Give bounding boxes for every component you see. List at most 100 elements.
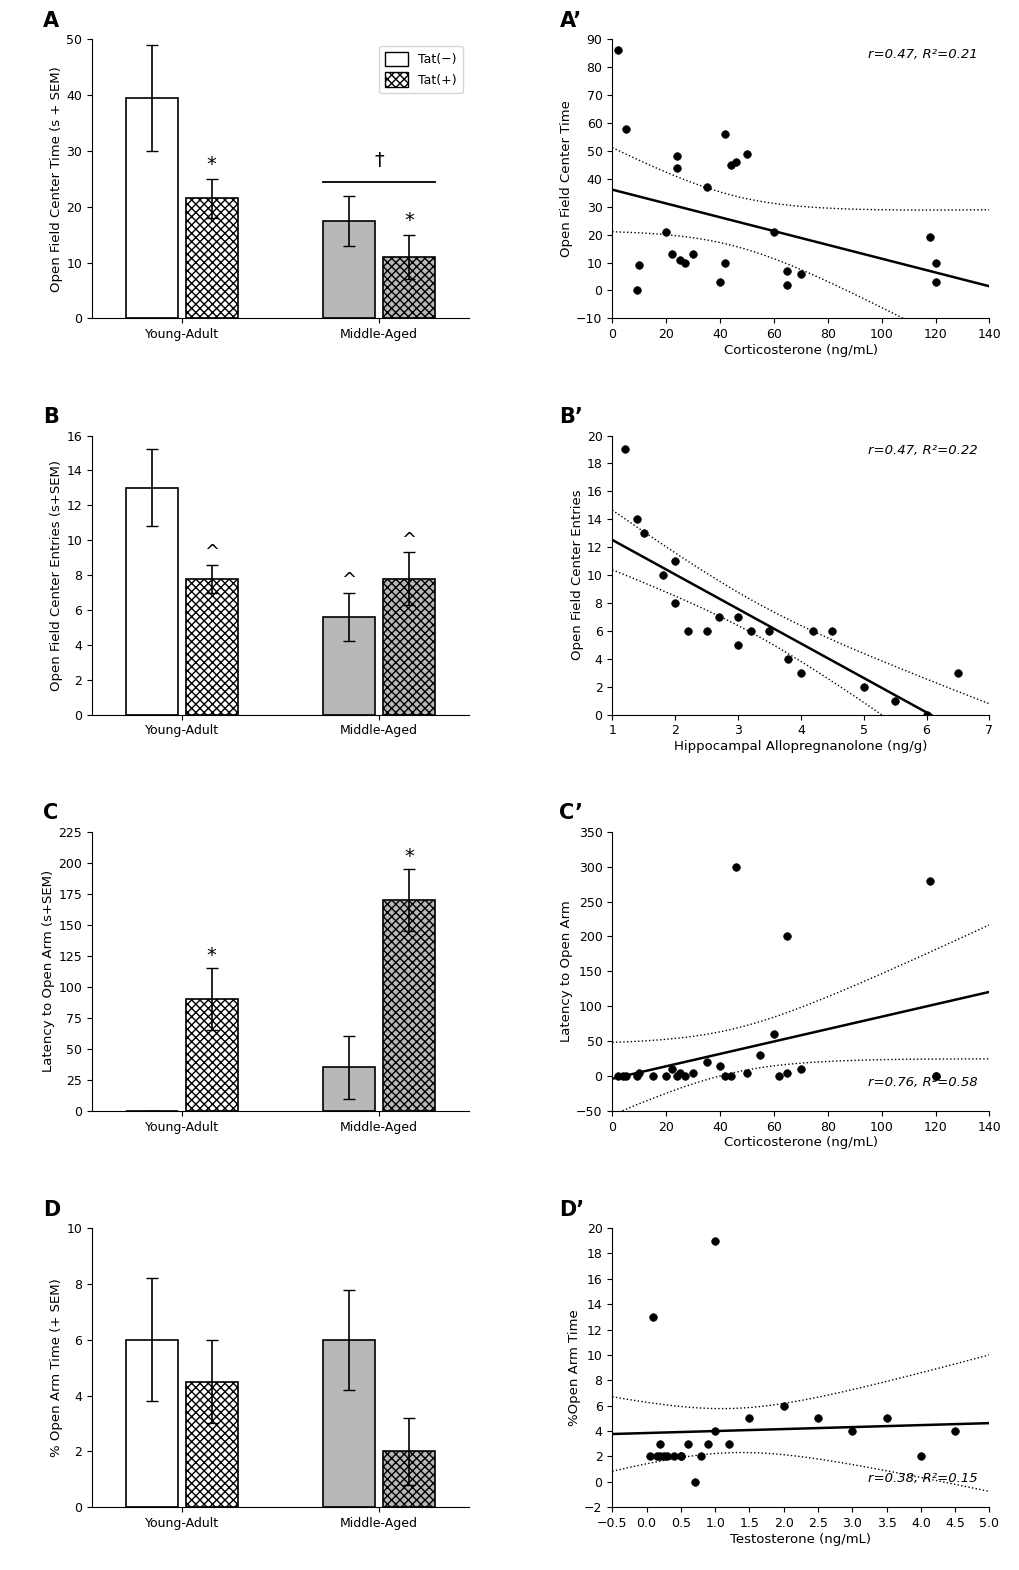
X-axis label: Corticosterone (ng/mL): Corticosterone (ng/mL) bbox=[723, 344, 877, 356]
Y-axis label: Open Field Center Entries (s+SEM): Open Field Center Entries (s+SEM) bbox=[50, 460, 63, 691]
Bar bbox=[383, 579, 434, 714]
Point bbox=[631, 253, 647, 278]
Point bbox=[792, 661, 808, 686]
Y-axis label: Latency to Open Arm: Latency to Open Arm bbox=[559, 901, 573, 1042]
Point bbox=[706, 1419, 722, 1444]
Point bbox=[698, 619, 714, 644]
Point bbox=[716, 121, 733, 146]
Point bbox=[716, 1063, 733, 1088]
Y-axis label: Open Field Center Time: Open Field Center Time bbox=[559, 100, 573, 257]
Point bbox=[912, 1444, 928, 1470]
Text: A: A bbox=[43, 11, 59, 31]
Point bbox=[666, 590, 683, 615]
Point bbox=[679, 1432, 695, 1457]
Point bbox=[651, 1432, 667, 1457]
Bar bbox=[126, 488, 177, 714]
Point bbox=[792, 1057, 808, 1082]
Text: ^: ^ bbox=[401, 531, 416, 550]
Point bbox=[679, 619, 695, 644]
Text: r=0.47, R²=0.21: r=0.47, R²=0.21 bbox=[867, 47, 977, 61]
X-axis label: Hippocampal Allopregnanolone (ng/g): Hippocampal Allopregnanolone (ng/g) bbox=[674, 739, 926, 754]
Point bbox=[684, 242, 700, 267]
Point bbox=[949, 661, 965, 686]
Point bbox=[616, 1063, 633, 1088]
Point bbox=[628, 278, 644, 303]
Text: B’: B’ bbox=[558, 407, 583, 427]
Point bbox=[609, 38, 626, 63]
Y-axis label: %Open Arm Time: %Open Arm Time bbox=[568, 1309, 581, 1426]
Text: D: D bbox=[43, 1199, 60, 1220]
Point bbox=[668, 144, 685, 170]
Bar bbox=[126, 97, 177, 319]
Point bbox=[668, 1063, 685, 1088]
Point bbox=[770, 1063, 787, 1088]
Point bbox=[921, 225, 937, 250]
Point bbox=[780, 647, 796, 672]
Point bbox=[730, 633, 746, 658]
Point bbox=[698, 174, 714, 199]
Y-axis label: % Open Arm Time (+ SEM): % Open Arm Time (+ SEM) bbox=[50, 1278, 63, 1457]
Point bbox=[711, 1053, 728, 1079]
Bar bbox=[323, 221, 374, 319]
Point bbox=[686, 1470, 702, 1495]
Point bbox=[711, 270, 728, 295]
Point bbox=[779, 1060, 795, 1085]
Bar bbox=[323, 1339, 374, 1507]
Point bbox=[693, 1444, 709, 1470]
Point bbox=[657, 1063, 674, 1088]
Point bbox=[648, 1444, 664, 1470]
Bar bbox=[185, 1382, 237, 1507]
Point bbox=[738, 1060, 754, 1085]
Point bbox=[657, 220, 674, 245]
Point bbox=[645, 1305, 661, 1330]
Point bbox=[921, 868, 937, 893]
Text: r=0.38, R²=0.15: r=0.38, R²=0.15 bbox=[867, 1471, 977, 1485]
Point bbox=[917, 702, 933, 727]
Point bbox=[631, 1060, 647, 1085]
Point bbox=[844, 1419, 860, 1444]
Point bbox=[662, 242, 679, 267]
Point bbox=[609, 1063, 626, 1088]
Point bbox=[710, 604, 727, 630]
Text: D’: D’ bbox=[558, 1199, 584, 1220]
Bar bbox=[185, 579, 237, 714]
Point bbox=[644, 1063, 660, 1088]
Text: †: † bbox=[374, 151, 383, 171]
Point bbox=[720, 1432, 737, 1457]
X-axis label: Corticosterone (ng/mL): Corticosterone (ng/mL) bbox=[723, 1137, 877, 1149]
Bar bbox=[383, 1451, 434, 1507]
Point bbox=[926, 250, 943, 275]
Point bbox=[765, 1022, 782, 1047]
Point bbox=[677, 1063, 693, 1088]
X-axis label: Testosterone (ng/mL): Testosterone (ng/mL) bbox=[730, 1532, 870, 1546]
Point bbox=[721, 1063, 738, 1088]
Point bbox=[926, 1063, 943, 1088]
Bar bbox=[383, 900, 434, 1112]
Text: *: * bbox=[404, 210, 414, 231]
Point bbox=[946, 1419, 962, 1444]
Text: C: C bbox=[43, 804, 58, 823]
Point bbox=[628, 1063, 644, 1088]
Point bbox=[823, 619, 840, 644]
Point bbox=[752, 1042, 768, 1068]
Point bbox=[668, 155, 685, 181]
Point bbox=[730, 604, 746, 630]
Point bbox=[728, 854, 744, 879]
Bar bbox=[323, 617, 374, 714]
Point bbox=[651, 1444, 667, 1470]
Bar bbox=[383, 257, 434, 319]
Point bbox=[614, 1063, 631, 1088]
Point bbox=[779, 272, 795, 297]
Bar bbox=[185, 198, 237, 319]
Text: ^: ^ bbox=[204, 543, 219, 560]
Point bbox=[698, 1049, 714, 1074]
Text: r=0.76, R²=0.58: r=0.76, R²=0.58 bbox=[867, 1075, 977, 1088]
Point bbox=[616, 116, 633, 141]
Point bbox=[635, 521, 651, 546]
Point bbox=[641, 1444, 657, 1470]
Point bbox=[616, 436, 633, 462]
Text: ^: ^ bbox=[341, 571, 357, 589]
Point bbox=[760, 619, 776, 644]
Point bbox=[684, 1060, 700, 1085]
Point bbox=[672, 1444, 688, 1470]
